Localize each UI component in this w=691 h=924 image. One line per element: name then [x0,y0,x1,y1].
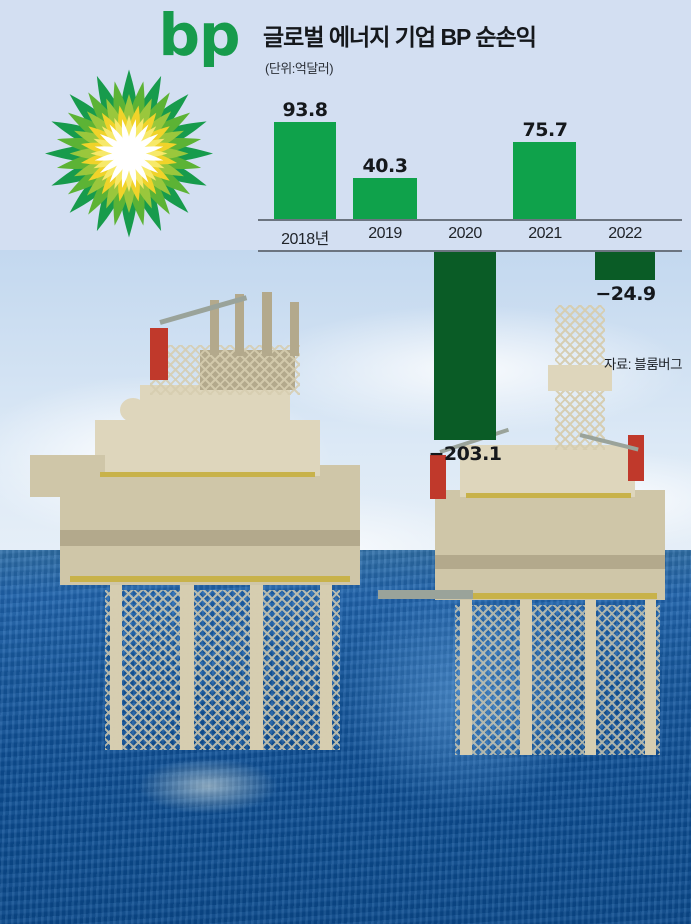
sea-foam [120,750,340,870]
value-label-2022: −24.9 [595,283,656,305]
platform-left [0,290,420,750]
page-title: 글로벌 에너지 기업 BP 순손익 [263,24,537,50]
bp-helios-icon [45,69,213,238]
category-label-2020: 2020 [448,225,482,242]
category-label-2019: 2019 [368,225,402,242]
bp-logo: bp [24,4,250,244]
category-label-2021: 2021 [528,225,562,242]
value-label-2019: 40.3 [362,155,408,177]
offshore-platform-photo [0,250,691,924]
bar-2019 [353,178,417,219]
source-label: 자료: 블룸버그 [603,357,683,372]
platform-right [400,305,691,755]
value-label-2018: 93.8 [282,99,328,121]
unit-label: (단위:억달러) [265,61,334,76]
bp-wordmark: bp [158,1,240,69]
bar-2020 [434,252,496,440]
value-label-2020: −203.1 [428,443,502,465]
connecting-bridge [378,590,473,599]
bar-2018 [274,122,336,219]
value-label-2021: 75.7 [522,119,568,141]
bar-2021 [513,142,576,219]
category-label-2022: 2022 [608,225,642,242]
category-label-2018: 2018년 [281,231,329,248]
bar-2022 [595,252,655,280]
category-axis-line [258,250,682,252]
bar-chart: 93.8 40.3 −203.1 75.7 −24.9 2018년 2019 2… [258,99,683,465]
zero-axis-line [258,219,682,221]
